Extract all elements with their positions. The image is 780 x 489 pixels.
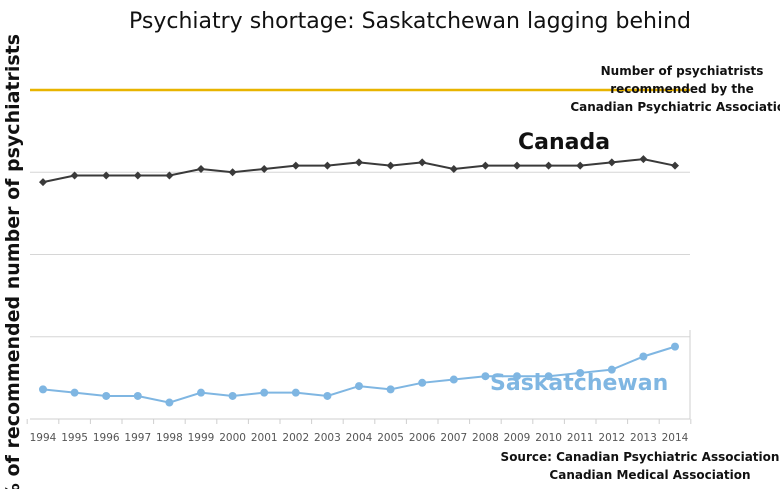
data-point-canada [576, 161, 585, 170]
series-label-canada: Canada [518, 130, 610, 155]
data-point-saskatchewan [323, 391, 332, 400]
data-point-canada [449, 164, 458, 173]
data-point-saskatchewan [639, 352, 648, 361]
data-point-canada [228, 168, 237, 177]
x-tick-label: 2012 [598, 432, 625, 444]
data-point-canada [70, 171, 79, 180]
data-point-canada [355, 158, 363, 167]
reference-line-label: Number of psychiatrists recommended by th… [570, 64, 780, 114]
x-tick-label: 2009 [504, 432, 531, 444]
y-axis-label: % of recommended number of psychiatrists [2, 34, 24, 489]
x-tick-label: 2001 [251, 432, 278, 444]
data-point-saskatchewan [481, 372, 490, 381]
data-point-canada [671, 161, 679, 170]
data-point-canada [607, 158, 616, 167]
x-tick-label: 1994 [30, 432, 57, 444]
data-point-canada [386, 161, 395, 170]
data-point-saskatchewan [355, 382, 363, 391]
data-point-canada [165, 171, 174, 180]
data-point-saskatchewan [607, 365, 616, 374]
x-tick-label: 2003 [314, 432, 341, 444]
data-point-saskatchewan [449, 375, 458, 384]
gridlines [30, 171, 690, 338]
reference-line-label-line: Number of psychiatrists [601, 64, 764, 78]
x-tick-label: 2004 [346, 432, 373, 444]
data-point-saskatchewan [418, 378, 427, 387]
data-point-saskatchewan [260, 388, 269, 397]
x-tick-label: 2002 [282, 432, 309, 444]
x-tick-label: 2010 [535, 432, 562, 444]
data-point-canada [418, 158, 427, 167]
source-note: Source: Canadian Psychiatric Association… [501, 450, 780, 482]
x-tick-labels: 1994 1995 1996 1997 1998 1999 2000 2001 2002 2003… [30, 432, 689, 444]
x-tick-label: 1997 [124, 432, 151, 444]
data-point-saskatchewan [165, 398, 174, 407]
x-tick-label: 2011 [567, 432, 594, 444]
data-point-saskatchewan [576, 368, 585, 377]
data-point-canada [639, 155, 648, 164]
data-point-saskatchewan [544, 372, 553, 381]
source-line: Canadian Medical Association [549, 468, 750, 482]
x-tick-label: 2007 [440, 432, 467, 444]
data-point-saskatchewan [102, 391, 111, 400]
data-point-saskatchewan [197, 388, 205, 397]
data-point-saskatchewan [386, 385, 395, 394]
x-tick-label: 1995 [61, 432, 88, 444]
x-tick-label: 2014 [662, 432, 689, 444]
reference-line-label-line: Canadian Psychiatric Association [570, 100, 780, 114]
data-point-saskatchewan [70, 388, 79, 397]
x-tick-label: 2000 [219, 432, 246, 444]
x-tick-label: 2005 [377, 432, 404, 444]
chart-title: Psychiatry shortage: Saskatchewan laggin… [129, 9, 691, 34]
data-point-canada [260, 164, 269, 173]
data-point-canada [133, 171, 142, 180]
data-point-canada [291, 161, 300, 170]
x-tick-label: 1999 [188, 432, 215, 444]
x-tick-label: 2006 [409, 432, 436, 444]
x-tick-label: 1998 [156, 432, 183, 444]
data-point-saskatchewan [291, 388, 300, 397]
data-point-canada [544, 161, 553, 170]
data-point-saskatchewan [671, 342, 679, 351]
x-tick-label: 2013 [630, 432, 657, 444]
axes [26, 330, 692, 424]
data-point-saskatchewan [228, 391, 237, 400]
reference-line-label-line: recommended by the [610, 82, 754, 96]
data-point-canada [197, 164, 205, 173]
data-point-saskatchewan [513, 372, 521, 381]
data-point-canada [39, 178, 47, 187]
x-tick-label: 1996 [93, 432, 120, 444]
data-point-canada [481, 161, 490, 170]
data-point-saskatchewan [133, 391, 142, 400]
data-point-canada [102, 171, 111, 180]
series-group [39, 155, 679, 407]
data-point-canada [513, 161, 521, 170]
series-label-saskatchewan: Saskatchewan [490, 371, 668, 396]
source-line: Source: Canadian Psychiatric Association [501, 450, 780, 464]
data-point-canada [323, 161, 332, 170]
x-tick-label: 2008 [472, 432, 499, 444]
data-point-saskatchewan [39, 385, 47, 394]
